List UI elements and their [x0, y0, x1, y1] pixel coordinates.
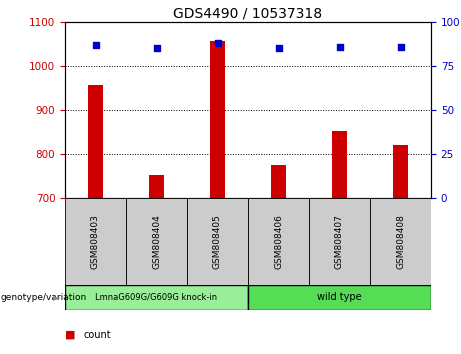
- Bar: [309, 198, 370, 285]
- Point: [397, 44, 404, 50]
- Bar: [88, 85, 103, 198]
- Bar: [126, 198, 187, 285]
- Title: GDS4490 / 10537318: GDS4490 / 10537318: [173, 7, 323, 21]
- Point: [214, 40, 221, 46]
- Bar: [332, 131, 347, 198]
- Bar: [65, 198, 126, 285]
- Point: [153, 46, 160, 51]
- Point: [336, 44, 343, 50]
- Text: GSM808403: GSM808403: [91, 214, 100, 269]
- Text: genotype/variation: genotype/variation: [1, 293, 87, 302]
- Bar: [248, 285, 431, 310]
- Text: GSM808407: GSM808407: [335, 214, 344, 269]
- Text: GSM808404: GSM808404: [152, 214, 161, 269]
- Bar: [370, 198, 431, 285]
- Point: [92, 42, 99, 48]
- Text: wild type: wild type: [317, 292, 362, 303]
- Text: LmnaG609G/G609G knock-in: LmnaG609G/G609G knock-in: [95, 293, 218, 302]
- Text: GSM808406: GSM808406: [274, 214, 283, 269]
- Text: count: count: [83, 330, 111, 340]
- Point: [275, 46, 282, 51]
- Text: GSM808405: GSM808405: [213, 214, 222, 269]
- Text: ■: ■: [65, 330, 76, 340]
- Text: ►: ►: [53, 292, 60, 303]
- Bar: [248, 198, 309, 285]
- Bar: [149, 175, 164, 198]
- Bar: [65, 285, 248, 310]
- Bar: [393, 145, 408, 198]
- Bar: [210, 41, 225, 198]
- Text: GSM808408: GSM808408: [396, 214, 405, 269]
- Bar: [187, 198, 248, 285]
- Bar: [271, 165, 286, 198]
